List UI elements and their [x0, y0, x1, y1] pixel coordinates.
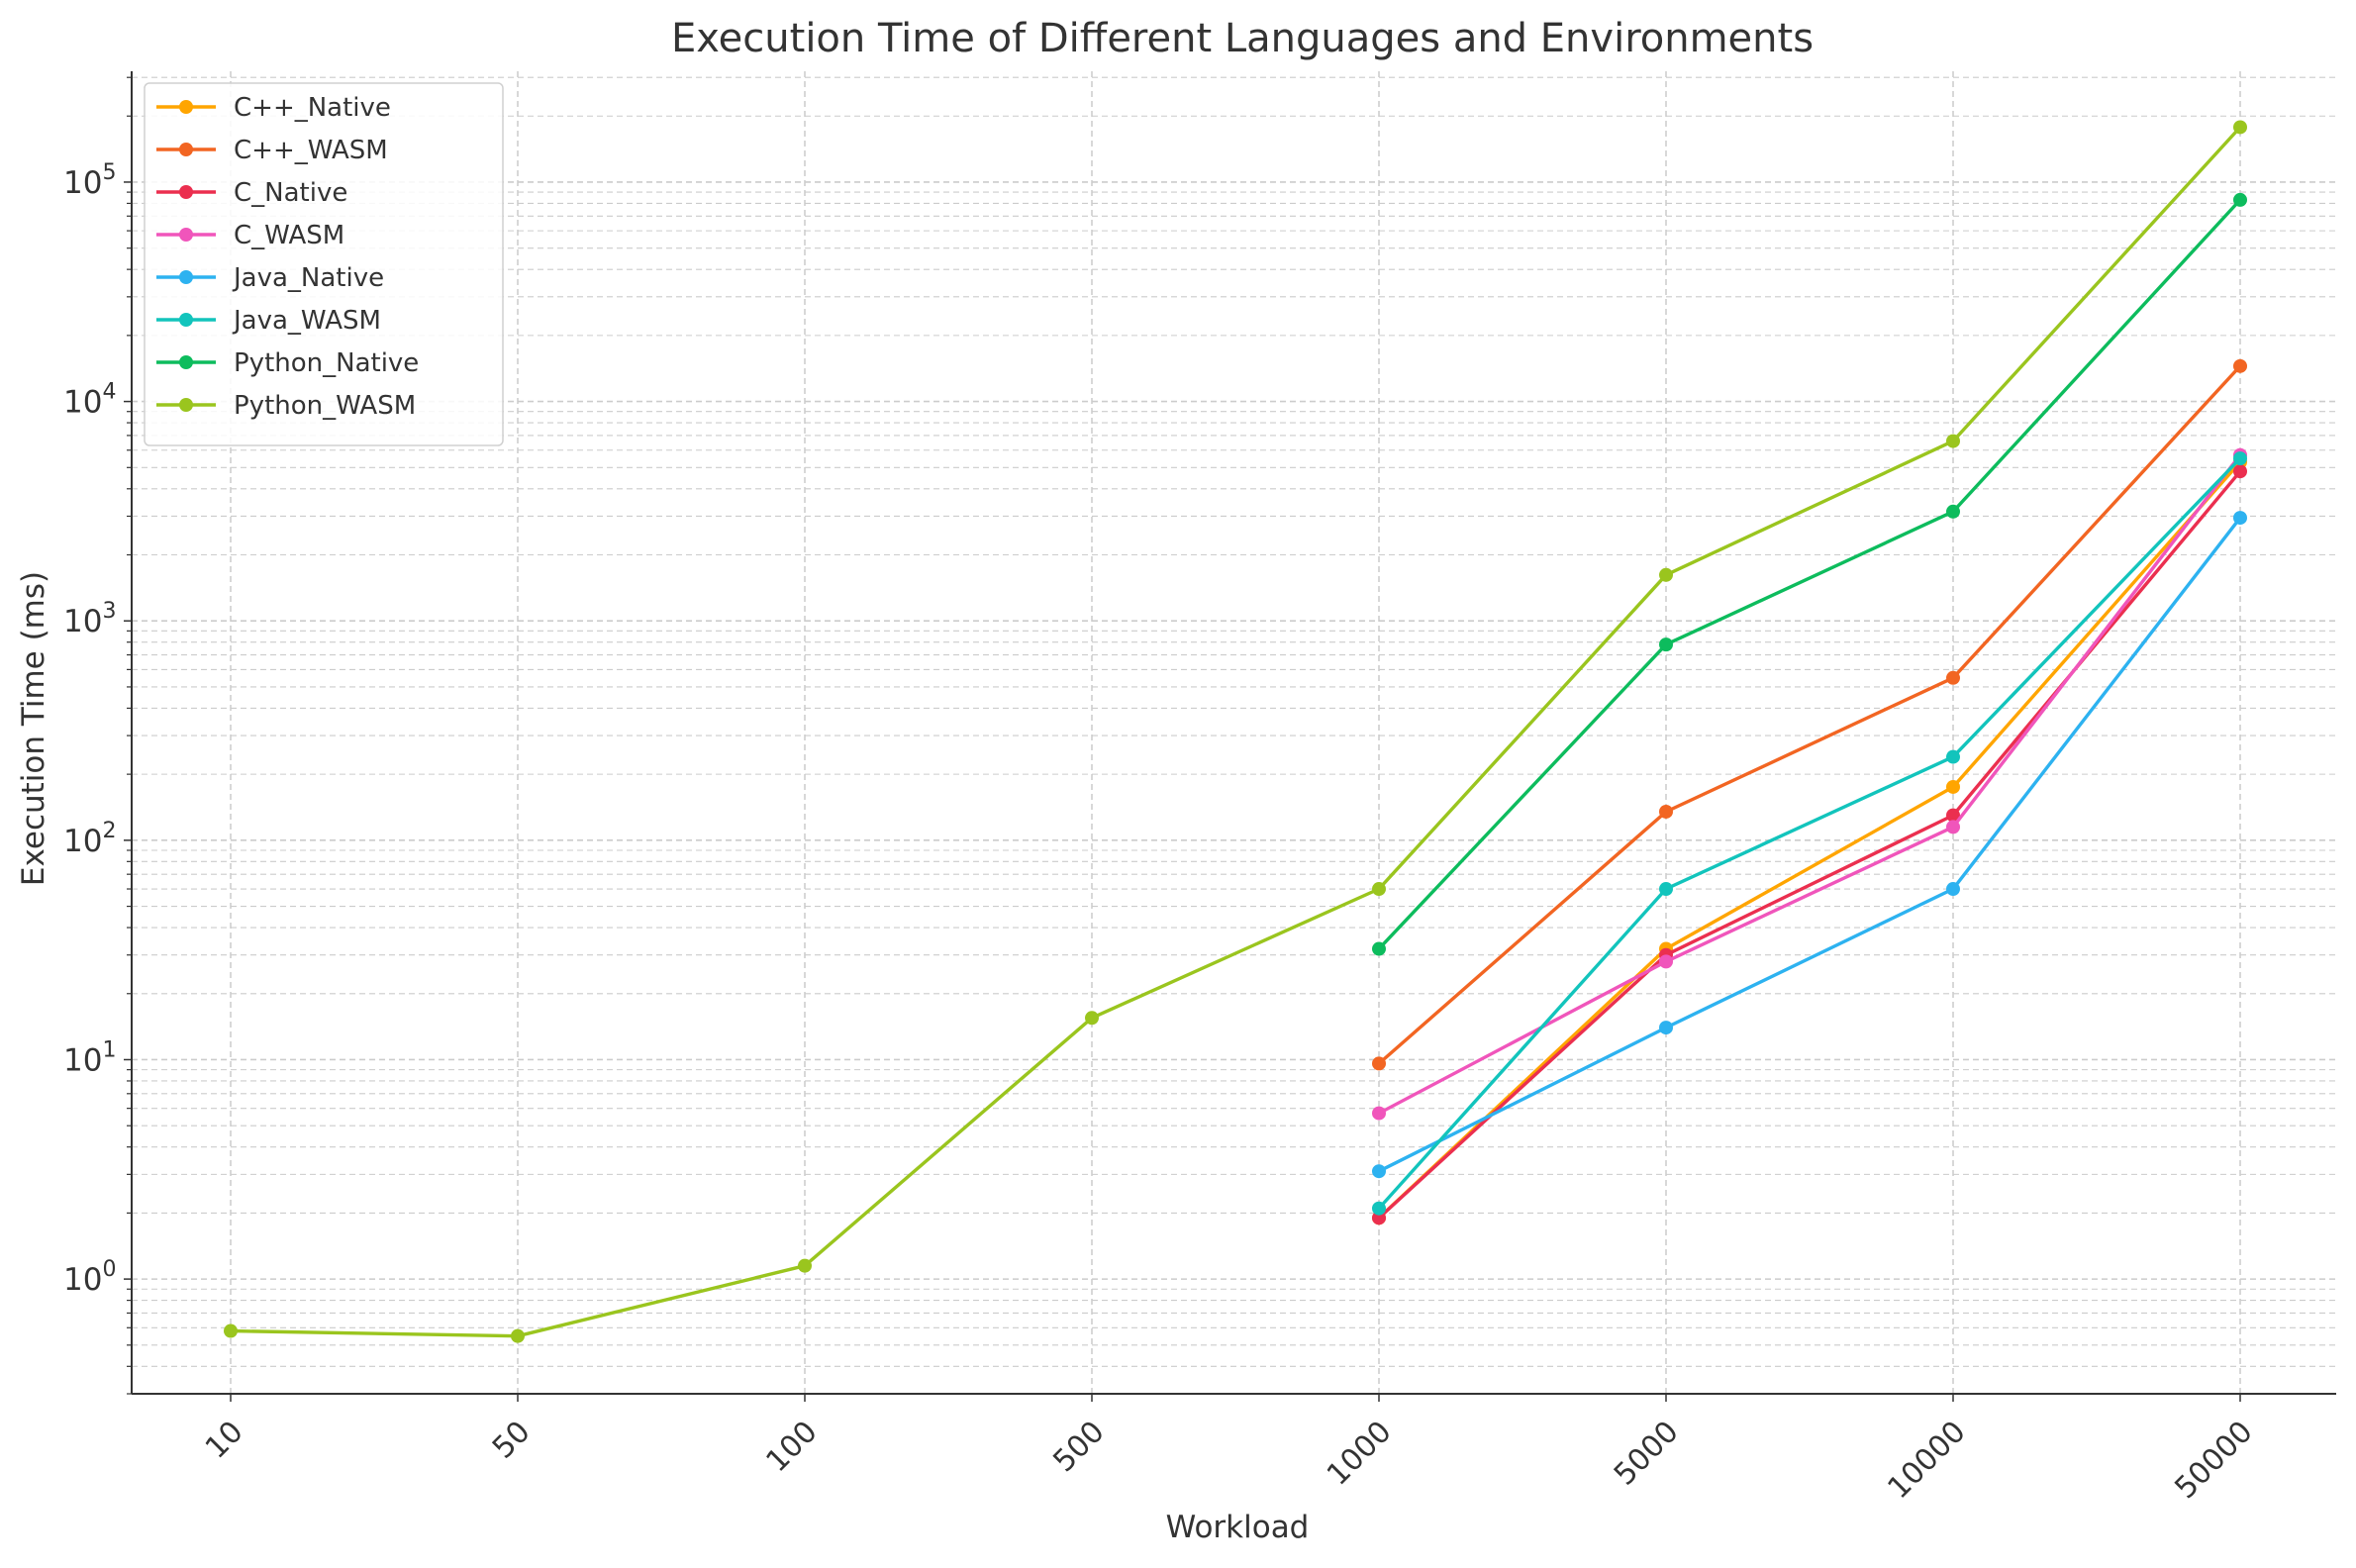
y-tick-label: 105 [63, 160, 116, 201]
legend-swatch-marker [179, 355, 193, 369]
data-point [1659, 804, 1673, 819]
data-point [1946, 434, 1960, 448]
data-point [1946, 670, 1960, 685]
legend-swatch-marker [179, 185, 193, 199]
legend-swatch-marker [179, 398, 193, 412]
series-line [1378, 453, 2242, 1116]
legend-entry: Java_WASM [156, 306, 381, 336]
legend-swatch-marker [179, 270, 193, 284]
y-tick-label: 104 [63, 380, 116, 421]
y-axis-label: Execution Time (ms) [16, 571, 51, 886]
legend-swatch-marker [179, 143, 193, 156]
data-point [2233, 192, 2247, 207]
data-point [1659, 567, 1673, 582]
legend-entry: C_WASM [156, 221, 344, 250]
legend-label: C++_Native [234, 93, 391, 123]
data-point [1085, 1011, 1099, 1026]
series-java-native [1372, 511, 2247, 1179]
legend-label: Python_Native [234, 348, 419, 378]
data-point [1659, 954, 1673, 969]
data-point [1372, 941, 1386, 956]
series-python-wasm [224, 120, 2247, 1343]
series-line [1377, 456, 2242, 1210]
data-point [2233, 120, 2247, 135]
legend-label: C++_WASM [234, 136, 388, 165]
data-point [1372, 1164, 1386, 1179]
data-point [1659, 1021, 1673, 1035]
data-point [1946, 882, 1960, 897]
data-point [1659, 882, 1673, 897]
data-point [1372, 1106, 1386, 1121]
grid-lines [132, 71, 2336, 1395]
legend-swatch-marker [179, 228, 193, 242]
data-point [1372, 1201, 1386, 1216]
legend-entry: C++_Native [156, 93, 391, 123]
data-point [1946, 808, 1960, 823]
data-point [2233, 464, 2247, 479]
legend: C++_Native C++_WASM C_Native C_WASM Java_Nat… [144, 82, 504, 446]
legend-swatch-marker [179, 313, 193, 327]
legend-entry: C_Native [156, 178, 347, 208]
data-point [511, 1328, 525, 1343]
data-point [1946, 820, 1960, 834]
series-line [1377, 460, 2242, 1220]
series-line [1377, 198, 2242, 950]
data-point [2233, 451, 2247, 466]
series-layer [224, 120, 2247, 1343]
x-axis-label: Workload [1166, 1510, 1310, 1545]
data-point [2233, 358, 2247, 373]
series-c-wasm [1372, 358, 2247, 1071]
chart-title: Execution Time of Different Languages an… [671, 16, 1814, 61]
data-point [2233, 511, 2247, 526]
data-point [1946, 779, 1960, 794]
series-java-wasm [1372, 451, 2247, 1216]
legend-label: C_WASM [234, 221, 344, 250]
legend-label: Python_WASM [234, 391, 416, 421]
data-point [1946, 749, 1960, 764]
legend-entry: Python_Native [156, 348, 419, 378]
legend-entry: Java_Native [156, 263, 384, 293]
data-point [1372, 1211, 1386, 1225]
y-tick-label: 101 [63, 1037, 116, 1078]
data-point [798, 1258, 812, 1273]
series-line [1377, 364, 2242, 1065]
data-point [1659, 637, 1673, 652]
y-tick-label: 100 [63, 1257, 116, 1298]
legend-entry: Python_WASM [156, 391, 416, 421]
legend-label: Java_Native [232, 263, 384, 293]
legend-label: Java_WASM [232, 306, 381, 336]
data-point [1372, 882, 1386, 897]
series-line [230, 126, 2242, 1338]
legend-swatch-marker [179, 100, 193, 114]
legend-frame [144, 82, 504, 446]
legend-entry: C++_WASM [156, 136, 388, 165]
data-point [224, 1323, 238, 1338]
legend-label: C_Native [234, 178, 347, 208]
y-tick-label: 102 [63, 819, 116, 859]
series-line [1378, 517, 2242, 1173]
series-python-native [1372, 192, 2247, 956]
data-point [1946, 504, 1960, 519]
y-tick-label: 103 [63, 599, 116, 639]
data-point [1372, 1056, 1386, 1071]
